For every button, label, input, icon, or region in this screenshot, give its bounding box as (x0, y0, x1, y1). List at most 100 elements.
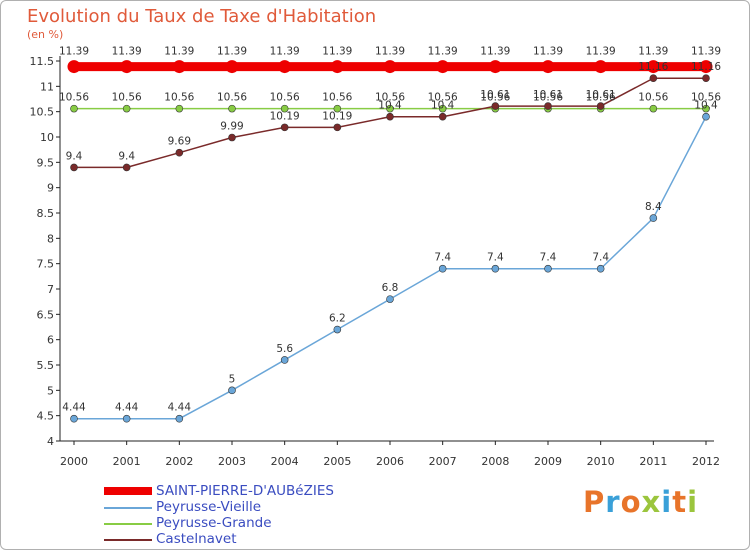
data-point (699, 60, 713, 74)
data-point (172, 60, 186, 74)
data-point (333, 123, 342, 132)
data-label: 10.61 (586, 89, 616, 101)
y-axis-unit-label: (en %) (27, 28, 64, 41)
y-tick-label: 4.5 (37, 410, 55, 423)
data-point (333, 325, 342, 334)
legend-swatch (104, 539, 152, 541)
data-label: 10.19 (270, 110, 300, 122)
data-label: 10.4 (378, 100, 402, 112)
data-label: 10.56 (638, 92, 668, 104)
data-label: 11.39 (480, 46, 510, 58)
data-point (70, 414, 78, 423)
x-tick-label: 2006 (376, 455, 404, 468)
data-point (225, 60, 239, 74)
data-label: 11.39 (59, 46, 89, 58)
data-point (70, 163, 78, 172)
data-point (175, 104, 184, 113)
data-label: 4.44 (115, 402, 139, 414)
y-tick-label: 6.5 (37, 308, 55, 321)
data-point (120, 60, 134, 74)
data-label: 10.56 (112, 92, 142, 104)
x-tick-label: 2012 (692, 455, 720, 468)
data-point (649, 104, 658, 113)
y-tick-label: 5.5 (37, 359, 55, 372)
x-tick-label: 2010 (587, 455, 615, 468)
x-tick-label: 2008 (481, 455, 509, 468)
data-label: 7.4 (592, 252, 609, 264)
data-point (280, 104, 289, 113)
legend-swatch (104, 523, 152, 525)
legend-label: SAINT-PIERRE-D'AUBéZIES (156, 483, 334, 499)
y-tick-label: 8.5 (37, 207, 55, 220)
data-point (383, 60, 397, 74)
data-point (491, 264, 500, 273)
data-point (491, 102, 500, 110)
data-point (70, 104, 78, 113)
data-point (438, 104, 447, 113)
data-label: 10.61 (480, 89, 510, 101)
y-tick-label: 5 (47, 384, 54, 397)
x-tick-label: 2011 (639, 455, 667, 468)
data-label: 7.4 (434, 252, 451, 264)
data-label: 10.56 (428, 92, 458, 104)
data-label: 10.4 (431, 100, 455, 112)
data-label: 10.61 (533, 89, 563, 101)
data-label: 10.56 (59, 92, 89, 104)
x-tick-label: 2000 (60, 455, 88, 468)
data-point (333, 104, 342, 113)
data-label: 10.56 (480, 92, 510, 104)
data-point (594, 60, 608, 74)
data-label: 11.39 (217, 46, 247, 58)
data-label: 10.19 (322, 110, 352, 122)
logo-letter: i (661, 485, 673, 519)
data-label: 11.39 (586, 46, 616, 58)
data-point (280, 356, 289, 364)
data-label: 11.39 (112, 46, 142, 58)
data-point (702, 74, 710, 83)
data-label: 11.39 (638, 46, 668, 58)
data-label: 10.56 (270, 92, 300, 104)
series-line (74, 116, 707, 420)
data-label: 5 (229, 373, 236, 385)
data-label: 11.16 (638, 61, 668, 73)
data-label: 9.4 (66, 150, 83, 162)
data-label: 6.2 (329, 313, 346, 325)
data-point (386, 295, 394, 303)
data-point (596, 102, 605, 110)
data-label: 11.39 (375, 46, 405, 58)
data-point (438, 264, 447, 273)
y-tick-label: 11.5 (30, 55, 55, 68)
data-point (596, 264, 605, 273)
data-label: 7.4 (487, 252, 504, 264)
logo-letter: o (620, 485, 642, 519)
y-tick-label: 6 (47, 334, 54, 347)
y-tick-label: 9 (47, 182, 54, 195)
data-point (386, 104, 394, 113)
data-label: 10.56 (691, 92, 721, 104)
data-label: 5.6 (276, 343, 293, 355)
data-label: 4.44 (168, 402, 192, 414)
data-label: 11.16 (691, 61, 721, 73)
data-point (228, 104, 236, 113)
data-label: 11.39 (322, 46, 352, 58)
x-tick-label: 2003 (218, 455, 246, 468)
y-tick-label: 4 (47, 435, 54, 448)
data-label: 11.39 (691, 46, 721, 58)
logo-letter: t (672, 485, 688, 519)
data-point (649, 214, 658, 222)
logo-letter: r (605, 485, 621, 519)
data-point (122, 104, 131, 113)
data-label: 11.39 (533, 46, 563, 58)
data-label: 9.69 (168, 136, 191, 148)
x-tick-label: 2009 (534, 455, 562, 468)
y-tick-label: 11 (40, 80, 54, 93)
data-point (330, 60, 344, 74)
data-label: 10.56 (322, 92, 352, 104)
logo-letter: x (641, 485, 662, 519)
data-point (438, 112, 447, 121)
legend-swatch (104, 507, 152, 509)
data-label: 10.56 (375, 92, 405, 104)
logo-letter: P (583, 485, 606, 519)
y-tick-label: 8 (47, 232, 54, 245)
data-point (175, 414, 184, 423)
